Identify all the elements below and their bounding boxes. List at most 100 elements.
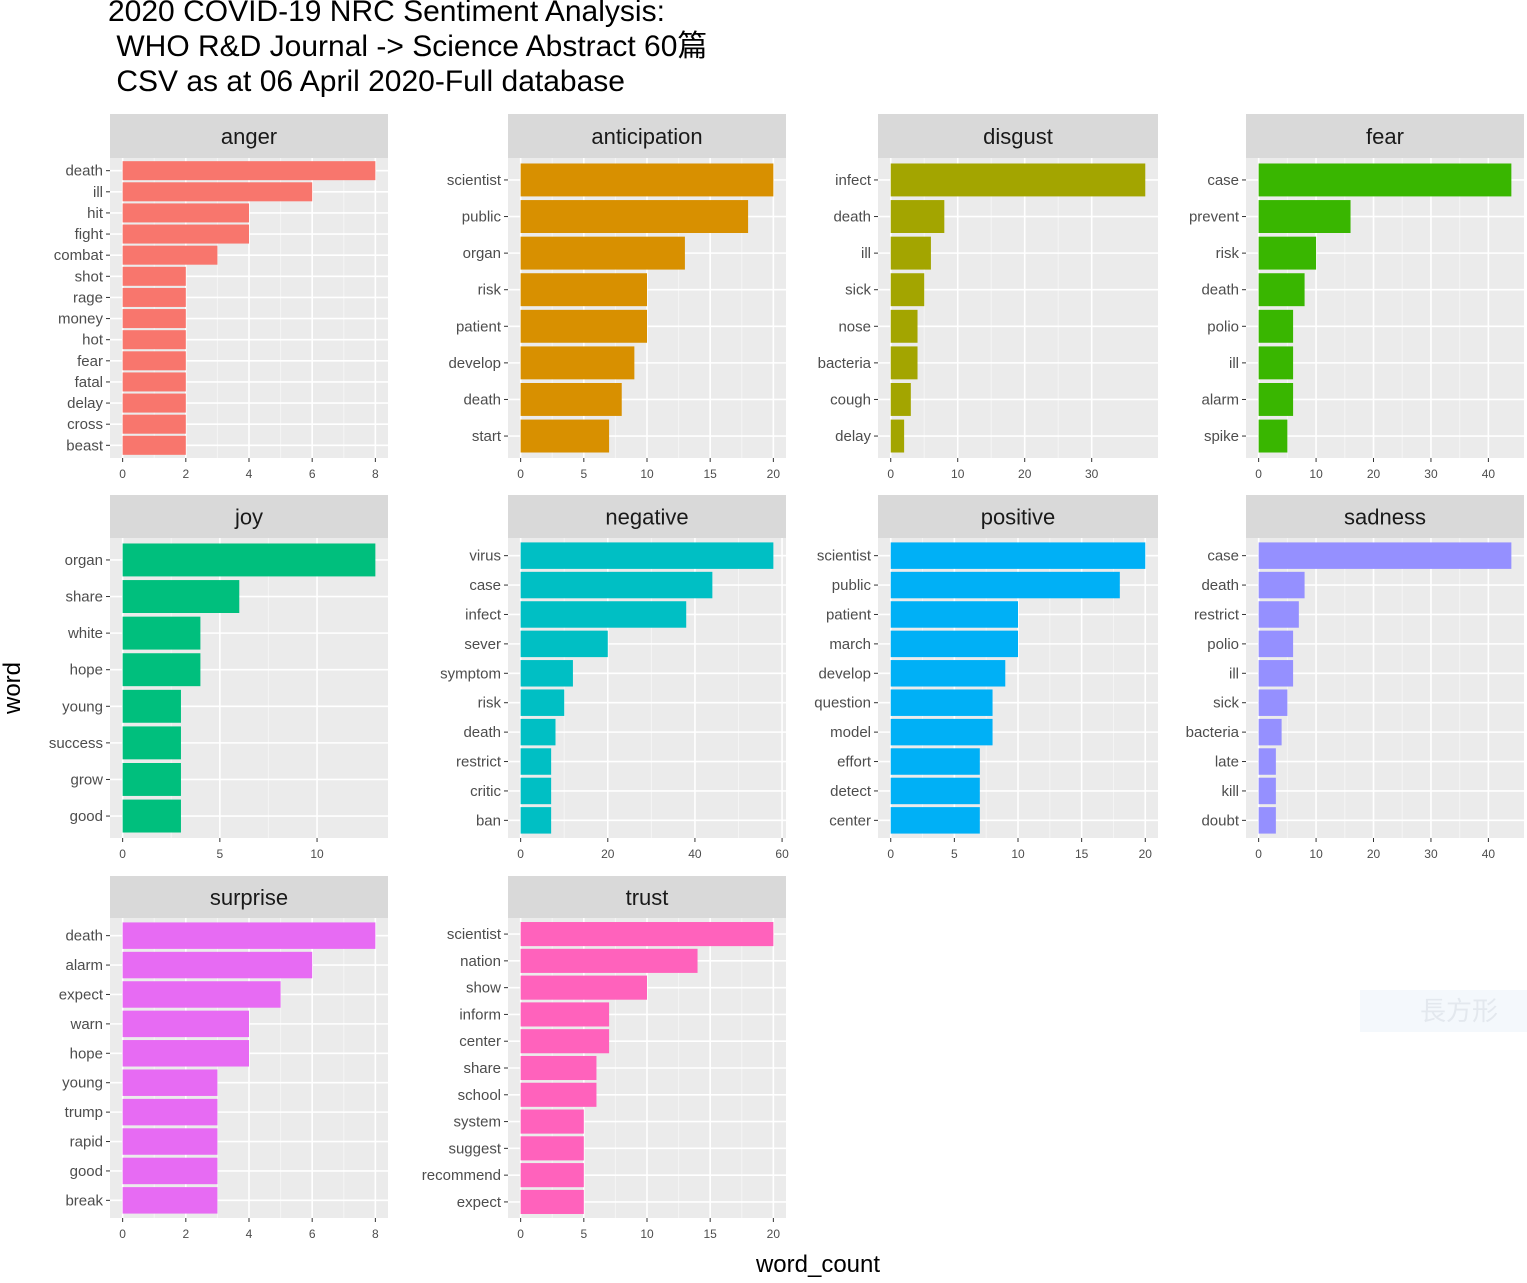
y-tick-label: grow	[70, 771, 103, 788]
bar-anger-combat	[122, 245, 218, 265]
facet-strip-label: negative	[605, 505, 688, 530]
bar-surprise-expect	[122, 981, 281, 1008]
bar-fear-spike	[1258, 419, 1288, 453]
x-tick-label: 2	[182, 1227, 189, 1241]
y-tick-label: spike	[1204, 428, 1239, 445]
bar-negative-critic	[520, 777, 552, 805]
y-tick-label: scientist	[447, 926, 502, 943]
bar-positive-question	[890, 689, 993, 716]
bar-positive-public	[890, 571, 1120, 599]
x-tick-label: 20	[767, 1227, 781, 1241]
y-tick-label: sick	[1213, 695, 1239, 712]
y-tick-label: trump	[65, 1104, 103, 1121]
x-tick-label: 0	[1255, 467, 1262, 481]
x-tick-label: 2	[182, 467, 189, 481]
x-tick-label: 10	[1309, 467, 1323, 481]
y-tick-label: death	[833, 209, 871, 226]
bar-surprise-trump	[122, 1098, 218, 1126]
facet-strip	[508, 876, 786, 918]
x-tick-label: 10	[951, 467, 965, 481]
bar-joy-hope	[122, 653, 201, 687]
bar-anticipation-public	[520, 200, 749, 233]
y-tick-label: bacteria	[1186, 724, 1240, 741]
bar-negative-infect	[520, 601, 687, 628]
y-tick-label: risk	[478, 695, 502, 712]
x-tick-label: 15	[1075, 847, 1089, 861]
y-tick-label: death	[65, 928, 103, 945]
y-tick-label: warn	[69, 1016, 103, 1033]
bar-anger-money	[122, 309, 186, 329]
bar-anger-delay	[122, 393, 186, 413]
bar-fear-death	[1258, 273, 1305, 307]
bar-surprise-young	[122, 1069, 218, 1096]
bar-anticipation-organ	[520, 236, 685, 270]
y-tick-label: death	[1201, 577, 1239, 594]
y-tick-label: restrict	[456, 754, 502, 771]
bar-disgust-bacteria	[890, 346, 918, 380]
facet-strip-label: disgust	[983, 124, 1053, 149]
y-tick-label: break	[65, 1192, 103, 1209]
x-tick-label: 10	[640, 467, 654, 481]
bar-surprise-good	[122, 1157, 218, 1185]
x-tick-label: 20	[1367, 467, 1381, 481]
y-tick-label: case	[1207, 172, 1239, 189]
x-tick-label: 5	[580, 1227, 587, 1241]
y-tick-label: nose	[838, 318, 871, 335]
bar-surprise-rapid	[122, 1128, 218, 1155]
facet-joy: joy 0 5 10 organ share white hope young success gr…	[49, 495, 388, 861]
bar-fear-risk	[1258, 236, 1317, 270]
x-tick-label: 30	[1424, 467, 1438, 481]
facet-strip-label: sadness	[1344, 505, 1426, 530]
x-tick-label: 60	[775, 847, 789, 861]
facet-strip	[508, 114, 786, 158]
y-tick-label: expect	[457, 1194, 502, 1211]
y-tick-label: bacteria	[818, 355, 872, 372]
y-tick-label: doubt	[1201, 812, 1239, 829]
bar-positive-march	[890, 630, 1018, 658]
y-tick-label: beast	[66, 437, 104, 454]
facet-strip-label: trust	[626, 885, 669, 910]
y-tick-label: develop	[448, 355, 501, 372]
bar-anger-death	[122, 161, 376, 181]
y-tick-label: good	[70, 1163, 103, 1180]
y-tick-label: scientist	[817, 548, 872, 565]
x-axis-label: word_count	[755, 1251, 880, 1278]
y-tick-label: cross	[67, 416, 103, 433]
bar-negative-sever	[520, 630, 608, 658]
bar-anger-hot	[122, 330, 186, 350]
facet-strip	[1246, 495, 1524, 538]
x-tick-label: 10	[310, 847, 324, 861]
y-tick-label: fear	[77, 353, 103, 370]
watermark: 長方形	[1360, 990, 1527, 1032]
y-tick-label: infect	[835, 172, 872, 189]
y-tick-label: ill	[861, 245, 871, 262]
y-tick-label: money	[58, 311, 104, 328]
x-tick-label: 15	[704, 467, 718, 481]
bar-disgust-nose	[890, 309, 918, 343]
bar-anger-rage	[122, 287, 186, 307]
y-tick-label: hope	[70, 1045, 103, 1062]
y-tick-label: good	[70, 808, 103, 825]
y-tick-label: question	[814, 695, 871, 712]
bar-fear-alarm	[1258, 383, 1294, 416]
y-tick-label: center	[829, 812, 871, 829]
y-tick-label: ban	[476, 812, 501, 829]
facet-positive: positive 0 5 10 15 20 scientist public patient ma…	[814, 495, 1158, 861]
y-tick-label: organ	[463, 245, 501, 262]
x-tick-label: 0	[517, 847, 524, 861]
y-tick-label: patient	[456, 318, 502, 335]
y-tick-label: share	[65, 589, 103, 606]
x-tick-label: 0	[887, 467, 894, 481]
x-tick-label: 0	[119, 1227, 126, 1241]
y-tick-label: restrict	[1194, 606, 1240, 623]
bar-fear-polio	[1258, 309, 1294, 343]
y-tick-label: late	[1215, 754, 1239, 771]
x-tick-label: 30	[1424, 847, 1438, 861]
y-tick-label: case	[1207, 548, 1239, 565]
bar-trust-show	[520, 975, 647, 1000]
x-tick-label: 8	[372, 1227, 379, 1241]
y-tick-label: rapid	[70, 1134, 103, 1151]
facet-strip-label: joy	[234, 505, 263, 530]
y-tick-label: system	[453, 1114, 501, 1131]
bar-positive-develop	[890, 660, 1006, 687]
